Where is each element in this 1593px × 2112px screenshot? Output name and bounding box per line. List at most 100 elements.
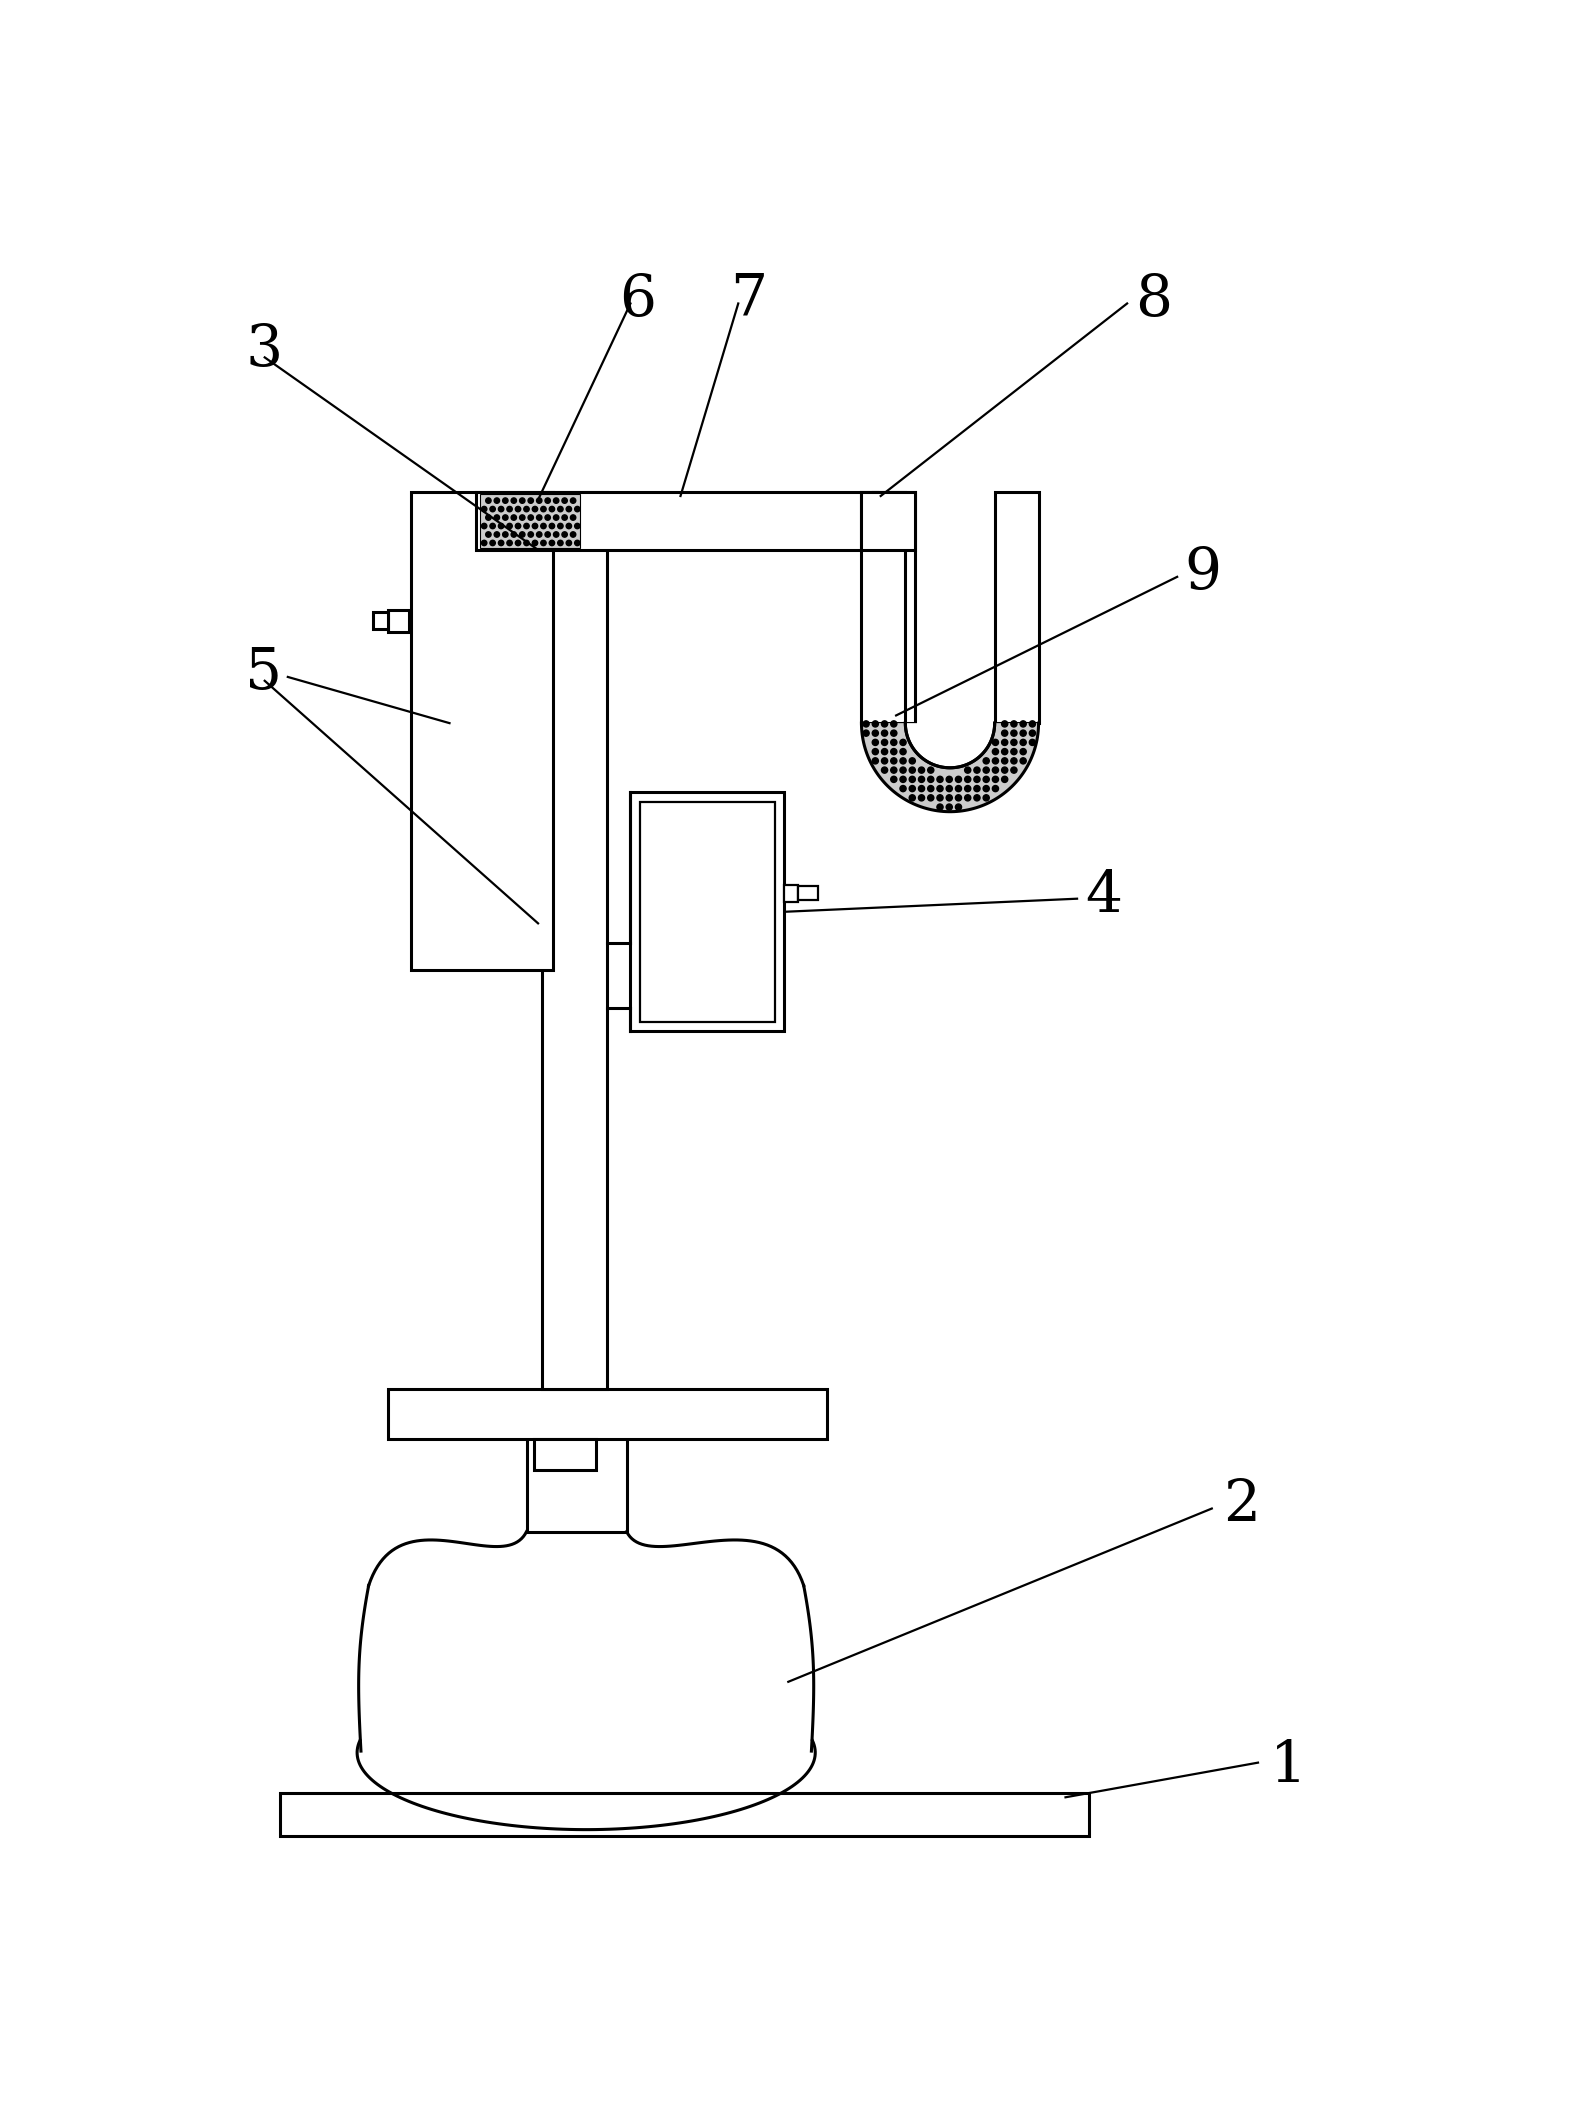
Circle shape [507, 524, 513, 528]
Circle shape [1020, 731, 1026, 737]
Bar [798, 887, 817, 900]
Circle shape [956, 794, 962, 800]
Circle shape [973, 794, 980, 800]
Circle shape [1012, 748, 1016, 754]
Circle shape [946, 786, 953, 792]
Circle shape [965, 767, 970, 773]
Circle shape [881, 739, 887, 746]
Circle shape [927, 794, 933, 800]
Circle shape [1002, 767, 1008, 773]
Circle shape [511, 515, 516, 520]
Circle shape [873, 748, 878, 754]
Circle shape [890, 777, 897, 781]
Circle shape [900, 748, 906, 754]
Circle shape [937, 805, 943, 811]
Circle shape [973, 786, 980, 792]
Circle shape [956, 786, 962, 792]
Circle shape [1012, 731, 1016, 737]
Circle shape [1002, 720, 1008, 727]
Circle shape [992, 786, 999, 792]
Circle shape [946, 805, 953, 811]
Circle shape [919, 786, 924, 792]
Circle shape [570, 498, 575, 503]
Bar [389, 610, 409, 631]
Bar [862, 492, 916, 549]
Text: 7: 7 [731, 272, 768, 327]
Circle shape [863, 731, 870, 737]
Circle shape [900, 758, 906, 765]
Text: 3: 3 [245, 321, 282, 378]
Circle shape [1012, 767, 1016, 773]
Circle shape [503, 498, 508, 503]
Text: 1: 1 [1270, 1738, 1306, 1795]
Circle shape [553, 532, 559, 536]
Circle shape [910, 777, 916, 781]
Circle shape [890, 767, 897, 773]
Circle shape [1002, 731, 1008, 737]
Circle shape [566, 541, 572, 545]
Circle shape [900, 777, 906, 781]
Circle shape [965, 786, 970, 792]
Circle shape [527, 515, 534, 520]
Circle shape [503, 532, 508, 536]
Circle shape [881, 720, 887, 727]
Circle shape [558, 524, 562, 528]
Circle shape [540, 507, 546, 511]
Circle shape [516, 524, 521, 528]
Circle shape [545, 515, 550, 520]
Circle shape [481, 507, 487, 511]
Circle shape [566, 507, 572, 511]
Circle shape [491, 541, 495, 545]
Circle shape [863, 720, 870, 727]
Circle shape [507, 541, 513, 545]
Text: 8: 8 [1134, 272, 1172, 327]
Circle shape [1029, 731, 1035, 737]
Circle shape [1012, 720, 1016, 727]
Circle shape [983, 767, 989, 773]
Circle shape [494, 498, 500, 503]
Circle shape [927, 786, 933, 792]
Circle shape [575, 541, 580, 545]
Circle shape [1002, 748, 1008, 754]
Circle shape [919, 777, 924, 781]
Bar [994, 492, 1039, 722]
Circle shape [545, 532, 550, 536]
Circle shape [910, 767, 916, 773]
Circle shape [507, 507, 513, 511]
Circle shape [503, 515, 508, 520]
Circle shape [983, 786, 989, 792]
Circle shape [540, 524, 546, 528]
Circle shape [992, 739, 999, 746]
Circle shape [511, 532, 516, 536]
Circle shape [890, 739, 897, 746]
Circle shape [900, 786, 906, 792]
Circle shape [519, 498, 526, 503]
Text: 6: 6 [620, 272, 656, 327]
Bar [476, 492, 876, 549]
Circle shape [1029, 739, 1035, 746]
Circle shape [524, 524, 529, 528]
Circle shape [1020, 748, 1026, 754]
Bar [862, 492, 905, 722]
Circle shape [919, 794, 924, 800]
Circle shape [910, 794, 916, 800]
Text: 2: 2 [1223, 1476, 1260, 1533]
Circle shape [532, 541, 538, 545]
Circle shape [910, 786, 916, 792]
Circle shape [1020, 739, 1026, 746]
Circle shape [519, 532, 526, 536]
Circle shape [575, 507, 580, 511]
Circle shape [532, 524, 538, 528]
Circle shape [937, 794, 943, 800]
Circle shape [992, 748, 999, 754]
Circle shape [499, 524, 503, 528]
Circle shape [983, 758, 989, 765]
Bar [542, 492, 607, 1390]
Circle shape [927, 767, 933, 773]
Circle shape [1029, 720, 1035, 727]
Circle shape [550, 524, 554, 528]
Circle shape [956, 805, 962, 811]
Circle shape [558, 507, 562, 511]
Circle shape [524, 507, 529, 511]
Circle shape [992, 758, 999, 765]
